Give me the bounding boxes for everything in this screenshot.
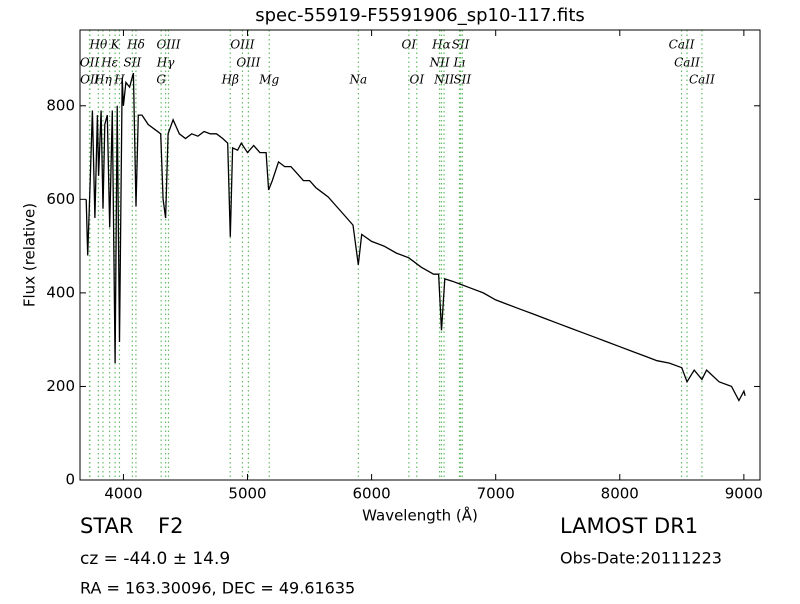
spectrum-line <box>85 72 746 402</box>
subclass-label: F2 <box>158 514 183 538</box>
spectral-line-label: CaII <box>674 56 700 70</box>
spectral-line-label: Hγ <box>156 56 175 70</box>
y-tick-label: 200 <box>46 377 75 395</box>
coords-label: RA = 163.30096, DEC = 49.61635 <box>80 579 355 598</box>
spectral-line-label: SII <box>124 56 142 70</box>
spectral-line-label: K <box>110 38 121 52</box>
spectral-line-label: NII <box>433 73 454 87</box>
x-tick-label: 6000 <box>353 485 391 503</box>
spectral-line-label: OI <box>402 38 417 52</box>
spectral-line-label: OIII <box>156 38 180 52</box>
x-tick-label: 4000 <box>104 485 142 503</box>
x-tick-label: 8000 <box>601 485 639 503</box>
y-tick-label: 400 <box>46 283 75 301</box>
y-tick-label: 800 <box>46 96 75 114</box>
spectral-line-label: OI <box>409 73 424 87</box>
y-axis-label: Flux (relative) <box>21 203 39 307</box>
spectral-line-label: Hα <box>431 38 451 52</box>
spectral-line-label: Hη <box>93 73 112 87</box>
plot-frame <box>79 29 761 481</box>
cz-label: cz = -44.0 ± 14.9 <box>80 549 230 569</box>
x-tick-label: 7000 <box>477 485 515 503</box>
y-tick-label: 600 <box>46 190 75 208</box>
spectral-line-label: Hβ <box>221 73 239 87</box>
survey-label: LAMOST DR1 <box>560 514 698 538</box>
spectral-line-label: G <box>156 73 166 87</box>
spectral-line-label: SII <box>453 73 471 87</box>
x-axis-label: Wavelength (Å) <box>362 506 478 525</box>
spectral-line-label: H <box>113 73 125 87</box>
spectral-line-label: NII <box>429 56 450 70</box>
spectral-line-label: CaII <box>689 73 715 87</box>
class-label: STAR <box>80 514 133 538</box>
spectral-line-label: Mg <box>258 73 279 87</box>
spectral-line-label: OIII <box>230 38 254 52</box>
spectral-line-label: OIII <box>236 56 260 70</box>
spectral-line-label: Lı <box>453 56 466 70</box>
spectral-line-label: Na <box>349 73 368 87</box>
date-label: Obs-Date:20111223 <box>560 549 722 568</box>
spectral-line-label: Hδ <box>126 38 145 52</box>
spectral-line-label: SII <box>452 38 470 52</box>
chart-title: spec-55919-F5591906_sp10-117.fits <box>255 5 585 26</box>
y-tick-label: 0 <box>65 471 75 489</box>
x-tick-label: 9000 <box>725 485 763 503</box>
spectral-line-label: Hε <box>100 56 118 70</box>
spectral-line-label: CaII <box>669 38 695 52</box>
spectral-line-label: OII <box>80 73 100 87</box>
x-tick-label: 5000 <box>228 485 266 503</box>
spectral-line-label: Hθ <box>89 38 108 52</box>
